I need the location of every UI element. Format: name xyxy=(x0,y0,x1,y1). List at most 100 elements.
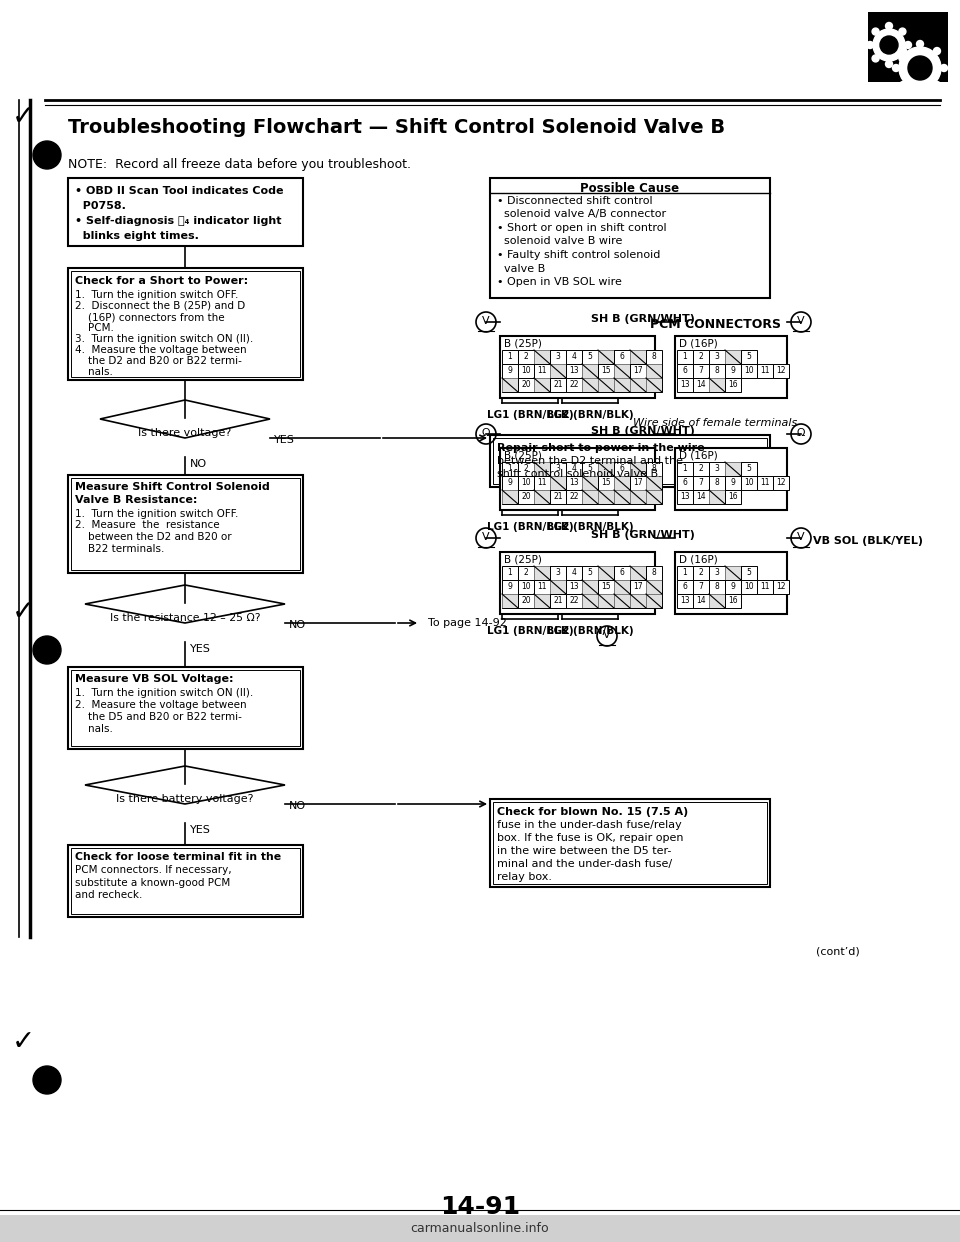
Text: 9: 9 xyxy=(731,478,735,487)
FancyBboxPatch shape xyxy=(693,364,709,378)
Polygon shape xyxy=(85,766,285,804)
Text: 1.  Turn the ignition switch OFF.: 1. Turn the ignition switch OFF. xyxy=(75,289,238,301)
FancyBboxPatch shape xyxy=(534,491,550,504)
FancyBboxPatch shape xyxy=(725,462,741,476)
Text: 1: 1 xyxy=(683,568,687,578)
Text: 17: 17 xyxy=(634,582,643,591)
Text: 6: 6 xyxy=(619,568,624,578)
FancyBboxPatch shape xyxy=(502,364,518,378)
Text: 21: 21 xyxy=(553,380,563,389)
Text: ✓: ✓ xyxy=(12,103,36,130)
Text: nals.: nals. xyxy=(75,366,113,378)
FancyBboxPatch shape xyxy=(677,580,693,594)
FancyBboxPatch shape xyxy=(598,476,614,491)
Text: 11: 11 xyxy=(538,582,547,591)
FancyBboxPatch shape xyxy=(630,594,646,609)
Text: YES: YES xyxy=(190,825,211,835)
Circle shape xyxy=(872,29,879,35)
Text: 3: 3 xyxy=(714,568,719,578)
Text: 2: 2 xyxy=(699,351,704,361)
FancyBboxPatch shape xyxy=(490,799,770,887)
FancyBboxPatch shape xyxy=(582,491,598,504)
FancyBboxPatch shape xyxy=(630,462,646,476)
Text: 5: 5 xyxy=(747,465,752,473)
Text: 1.  Turn the ignition switch ON (II).: 1. Turn the ignition switch ON (II). xyxy=(75,688,253,698)
Text: Repair short to power in the wire: Repair short to power in the wire xyxy=(497,443,705,453)
Text: Check for a Short to Power:: Check for a Short to Power: xyxy=(75,276,248,286)
FancyBboxPatch shape xyxy=(68,667,303,749)
FancyBboxPatch shape xyxy=(646,476,662,491)
Text: blinks eight times.: blinks eight times. xyxy=(75,231,199,241)
Text: 8: 8 xyxy=(714,582,719,591)
Text: 8: 8 xyxy=(714,478,719,487)
FancyBboxPatch shape xyxy=(582,364,598,378)
FancyBboxPatch shape xyxy=(709,491,725,504)
FancyBboxPatch shape xyxy=(646,350,662,364)
FancyBboxPatch shape xyxy=(773,364,789,378)
FancyBboxPatch shape xyxy=(725,378,741,392)
FancyBboxPatch shape xyxy=(614,594,630,609)
FancyBboxPatch shape xyxy=(566,566,582,580)
FancyBboxPatch shape xyxy=(534,566,550,580)
Text: VB SOL (BLK/YEL): VB SOL (BLK/YEL) xyxy=(813,537,923,546)
FancyBboxPatch shape xyxy=(582,580,598,594)
FancyBboxPatch shape xyxy=(518,350,534,364)
FancyBboxPatch shape xyxy=(709,566,725,580)
Text: 6: 6 xyxy=(619,465,624,473)
FancyBboxPatch shape xyxy=(709,378,725,392)
FancyBboxPatch shape xyxy=(582,580,598,594)
FancyBboxPatch shape xyxy=(598,594,614,609)
Text: 4: 4 xyxy=(571,568,576,578)
FancyBboxPatch shape xyxy=(630,462,646,476)
Circle shape xyxy=(867,41,874,48)
Text: 13: 13 xyxy=(569,478,579,487)
FancyBboxPatch shape xyxy=(534,580,550,594)
FancyBboxPatch shape xyxy=(725,580,741,594)
Text: the D2 and B20 or B22 termi-: the D2 and B20 or B22 termi- xyxy=(75,356,242,366)
FancyBboxPatch shape xyxy=(582,594,598,609)
Text: To page 14-92: To page 14-92 xyxy=(428,619,507,628)
Text: 6: 6 xyxy=(619,351,624,361)
FancyBboxPatch shape xyxy=(630,594,646,609)
FancyBboxPatch shape xyxy=(500,448,655,510)
FancyBboxPatch shape xyxy=(68,268,303,380)
Text: 3: 3 xyxy=(556,465,561,473)
Text: YES: YES xyxy=(190,645,211,655)
FancyBboxPatch shape xyxy=(566,594,582,609)
FancyBboxPatch shape xyxy=(709,491,725,504)
Circle shape xyxy=(33,1066,61,1094)
Text: 13: 13 xyxy=(681,492,690,501)
FancyBboxPatch shape xyxy=(773,476,789,491)
FancyBboxPatch shape xyxy=(550,594,566,609)
FancyBboxPatch shape xyxy=(68,845,303,917)
Text: fuse in the under-dash fuse/relay: fuse in the under-dash fuse/relay xyxy=(497,820,682,830)
FancyBboxPatch shape xyxy=(709,378,725,392)
Text: 2: 2 xyxy=(523,465,528,473)
FancyBboxPatch shape xyxy=(675,337,787,397)
FancyBboxPatch shape xyxy=(550,378,566,392)
FancyBboxPatch shape xyxy=(646,566,662,580)
FancyBboxPatch shape xyxy=(566,350,582,364)
Text: substitute a known-good PCM: substitute a known-good PCM xyxy=(75,878,230,888)
FancyBboxPatch shape xyxy=(566,378,582,392)
FancyBboxPatch shape xyxy=(614,476,630,491)
FancyBboxPatch shape xyxy=(677,566,693,580)
FancyBboxPatch shape xyxy=(502,491,518,504)
FancyBboxPatch shape xyxy=(630,350,646,364)
FancyBboxPatch shape xyxy=(598,491,614,504)
Circle shape xyxy=(885,61,893,67)
Text: 8: 8 xyxy=(714,366,719,375)
FancyBboxPatch shape xyxy=(598,350,614,364)
Text: 20: 20 xyxy=(521,492,531,501)
Text: P0758.: P0758. xyxy=(75,201,126,211)
Text: 12: 12 xyxy=(777,366,785,375)
Text: LG1 (BRN/BLK): LG1 (BRN/BLK) xyxy=(487,626,573,636)
FancyBboxPatch shape xyxy=(614,594,630,609)
FancyBboxPatch shape xyxy=(500,337,655,397)
FancyBboxPatch shape xyxy=(598,491,614,504)
Text: V: V xyxy=(482,315,490,325)
FancyBboxPatch shape xyxy=(757,364,773,378)
FancyBboxPatch shape xyxy=(693,594,709,609)
Text: in the wire between the D5 ter-: in the wire between the D5 ter- xyxy=(497,846,671,856)
FancyBboxPatch shape xyxy=(550,364,566,378)
